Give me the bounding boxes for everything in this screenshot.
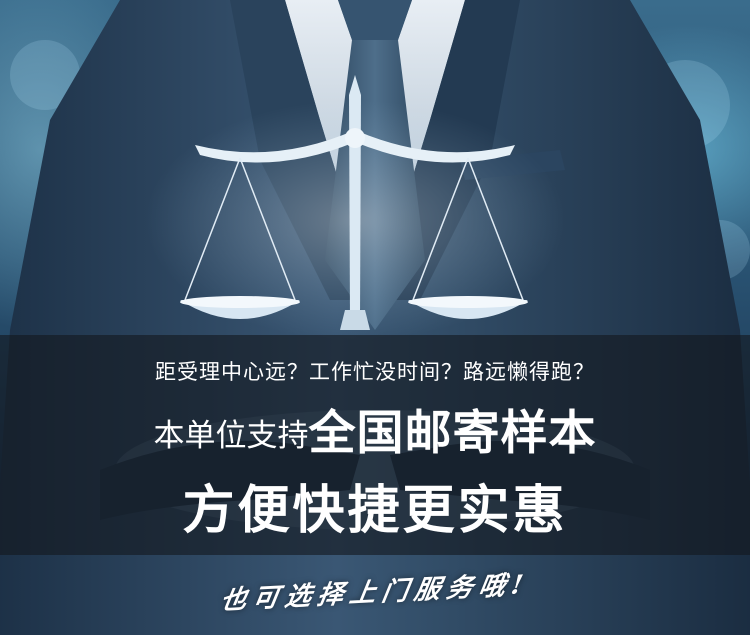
banner-subtitle: 距受理中心远？工作忙没时间？路远懒得跑？ [155,360,595,384]
banner-headline: 本单位支持全国邮寄样本 [0,394,750,463]
scales-of-justice-icon [145,75,565,340]
banner-headline-line2: 方便快捷更实惠 [182,481,568,541]
headline-prefix: 本单位支持 [153,418,309,454]
headline-emphasis: 全国邮寄样本 [308,406,597,461]
text-overlay-band [0,335,750,555]
